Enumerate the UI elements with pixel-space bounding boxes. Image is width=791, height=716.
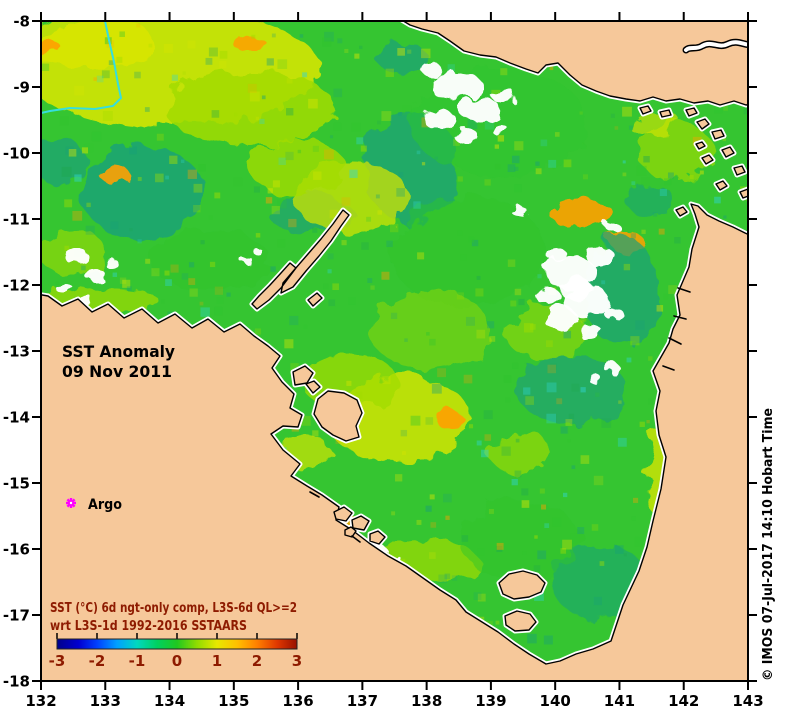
colorbar-tick-label: -3 <box>49 652 66 670</box>
caption-line2: wrt L3S-1d 1992-2016 SSTAARS <box>50 618 247 634</box>
y-tick-label: -9 <box>13 79 30 97</box>
x-tick-label: 139 <box>475 692 506 710</box>
y-tick-label: -12 <box>3 277 30 295</box>
colorbar-gradient <box>56 638 298 650</box>
colorbar-tick-label: 0 <box>172 652 182 670</box>
y-tick-label: -15 <box>3 475 30 493</box>
argo-label: Argo <box>88 497 122 513</box>
colorbar-labels: -3 -2 -1 0 1 2 3 <box>49 652 303 670</box>
colorbar-tick-label: 3 <box>292 652 302 670</box>
x-tick-label: 138 <box>411 692 442 710</box>
colorbar-tick-label: 2 <box>252 652 262 670</box>
attribution-text: © IMOS 07-Jul-2017 14:10 Hobart Time <box>761 408 776 681</box>
sst-front-line <box>41 21 123 114</box>
sst-anomaly-field <box>41 21 714 653</box>
x-tick-label: 141 <box>604 692 635 710</box>
title-line2: 09 Nov 2011 <box>62 362 172 381</box>
y-tick-label: -14 <box>3 409 30 427</box>
y-tick-label: -18 <box>3 673 30 691</box>
caption-line1: SST (°C) 6d ngt-only comp, L3S-6d QL>=2 <box>50 600 297 616</box>
x-tick-label: 140 <box>540 692 571 710</box>
title-line1: SST Anomaly <box>62 342 176 361</box>
y-tick-label: -11 <box>3 211 30 229</box>
x-tick-label: 137 <box>347 692 378 710</box>
cloud-gaps <box>58 63 621 664</box>
x-tick-label: 134 <box>154 692 185 710</box>
argo-marker-center <box>69 501 73 505</box>
y-axis: -8-9-10-11-12-13-14-15-16-17-18 <box>3 13 757 691</box>
y-tick-label: -10 <box>3 145 30 163</box>
argo-marker <box>66 498 76 508</box>
x-tick-label: 132 <box>25 692 56 710</box>
y-tick-label: -16 <box>3 541 30 559</box>
colorbar-tick-label: 1 <box>212 652 222 670</box>
x-tick-label: 133 <box>90 692 121 710</box>
x-tick-label: 135 <box>218 692 249 710</box>
map-title: SST Anomaly 09 Nov 2011 <box>62 342 176 381</box>
y-tick-label: -8 <box>13 13 30 31</box>
colorbar: -3 -2 -1 0 1 2 3 <box>49 633 303 670</box>
x-tick-label: 143 <box>732 692 763 710</box>
plot-area <box>41 21 748 681</box>
caption: SST (°C) 6d ngt-only comp, L3S-6d QL>=2 … <box>50 600 297 634</box>
colorbar-tick-label: -1 <box>129 652 146 670</box>
rivers <box>309 38 748 543</box>
x-axis: 132 133 134 135 136 137 138 139 140 141 142 143 <box>25 12 764 710</box>
x-tick-label: 142 <box>668 692 699 710</box>
colorbar-ticks <box>56 633 298 639</box>
x-tick-label: 136 <box>282 692 313 710</box>
y-tick-label: -17 <box>3 607 30 625</box>
colorbar-tick-label: -2 <box>89 652 106 670</box>
y-tick-label: -13 <box>3 343 30 361</box>
png-river-water <box>684 40 748 52</box>
